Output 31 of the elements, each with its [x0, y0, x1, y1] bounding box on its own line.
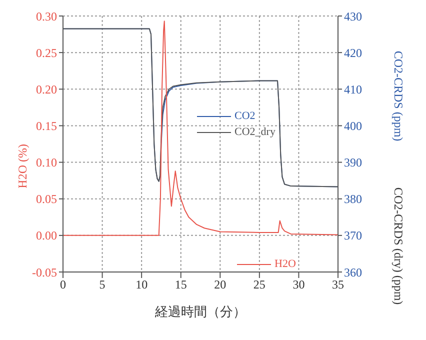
text: CO2-CRDS (dry) (ppm) [390, 187, 406, 305]
y-tick-label: 0.10 [36, 156, 57, 170]
x-tick-label: 30 [292, 278, 305, 292]
y2-tick-label: 410 [344, 82, 362, 96]
y-tick-label: 0.20 [36, 82, 57, 96]
y2-tick-label: 370 [344, 228, 362, 243]
x-tick-label: 35 [332, 278, 344, 292]
y-tick-label: 0.05 [36, 192, 57, 206]
x-tick-label: 0 [60, 278, 66, 292]
x-tick-label: 20 [214, 278, 226, 292]
x-tick-label: 15 [174, 278, 187, 292]
y2-tick-label: 430 [344, 9, 362, 24]
y2-axis-title: CO2-CRDS (ppm) [390, 50, 406, 142]
legend-label: CO2 [234, 109, 256, 124]
y2-tick-label: 360 [344, 265, 362, 280]
x-tick-label: 25 [253, 278, 266, 292]
y-tick-label: -0.05 [32, 265, 57, 280]
x-tick-label: 5 [99, 278, 106, 292]
y2-tick-label: 420 [344, 46, 362, 60]
y2-tick-label: 380 [344, 192, 362, 206]
x-tick-label: 10 [136, 278, 148, 292]
y-tick-label: 0.30 [36, 9, 57, 24]
y-tick-label: 0.00 [36, 228, 57, 243]
y2-tick-label: 400 [344, 118, 362, 133]
legend-label: H2O [274, 257, 296, 272]
y2-tick-label: 390 [344, 156, 362, 170]
x-axis-title: 経過時間（分） [154, 304, 246, 319]
legend-label: CO2_dry [234, 125, 276, 140]
y-axis-title: H2O (%) [15, 144, 30, 188]
y-tick-label: 0.25 [36, 46, 57, 60]
y-tick-label: 0.15 [36, 118, 57, 133]
